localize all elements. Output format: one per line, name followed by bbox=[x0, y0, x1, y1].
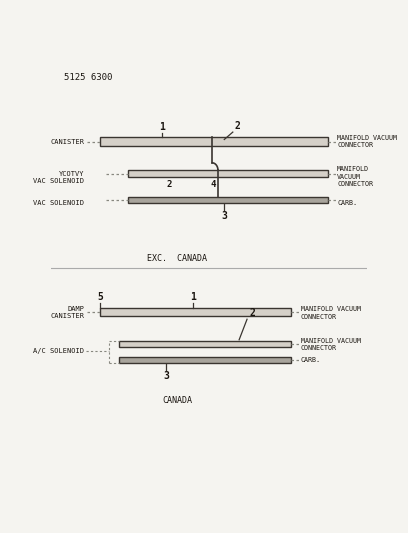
Text: CANISTER: CANISTER bbox=[50, 139, 84, 144]
FancyBboxPatch shape bbox=[100, 308, 291, 317]
Text: 2: 2 bbox=[167, 180, 172, 189]
Text: MANIFOLD VACUUM
CONNECTOR: MANIFOLD VACUUM CONNECTOR bbox=[301, 306, 361, 320]
Text: YCOTVY: YCOTVY bbox=[59, 171, 84, 176]
Text: CARB.: CARB. bbox=[301, 357, 321, 363]
Text: 2: 2 bbox=[234, 122, 240, 131]
Text: MANIFOLD VACUUM
CONNECTOR: MANIFOLD VACUUM CONNECTOR bbox=[301, 338, 361, 351]
Text: 5125 6300: 5125 6300 bbox=[64, 73, 112, 82]
Text: 2: 2 bbox=[250, 309, 255, 318]
Text: 4: 4 bbox=[210, 180, 215, 189]
Text: 1: 1 bbox=[159, 122, 164, 132]
Text: 5: 5 bbox=[97, 292, 103, 302]
FancyBboxPatch shape bbox=[100, 137, 328, 146]
FancyBboxPatch shape bbox=[119, 357, 291, 363]
FancyBboxPatch shape bbox=[129, 170, 328, 177]
Text: VAC SOLENOID: VAC SOLENOID bbox=[33, 177, 84, 183]
Text: CARB.: CARB. bbox=[337, 200, 357, 206]
FancyBboxPatch shape bbox=[119, 341, 291, 347]
Text: VAC SOLENOID: VAC SOLENOID bbox=[33, 200, 84, 206]
Text: 1: 1 bbox=[191, 292, 196, 302]
Text: CANADA: CANADA bbox=[162, 397, 193, 406]
Text: A/C SOLENOID: A/C SOLENOID bbox=[33, 348, 84, 354]
Text: DAMP
CANISTER: DAMP CANISTER bbox=[50, 305, 84, 319]
Text: MANIFOLD VACUUM
CONNECTOR: MANIFOLD VACUUM CONNECTOR bbox=[337, 135, 397, 148]
FancyBboxPatch shape bbox=[129, 197, 328, 204]
Text: EXC.  CANADA: EXC. CANADA bbox=[147, 254, 208, 263]
Text: 3: 3 bbox=[164, 371, 169, 381]
Text: 3: 3 bbox=[222, 211, 227, 221]
Text: MANIFOLD
VACUUM
CONNECTOR: MANIFOLD VACUUM CONNECTOR bbox=[337, 166, 373, 187]
